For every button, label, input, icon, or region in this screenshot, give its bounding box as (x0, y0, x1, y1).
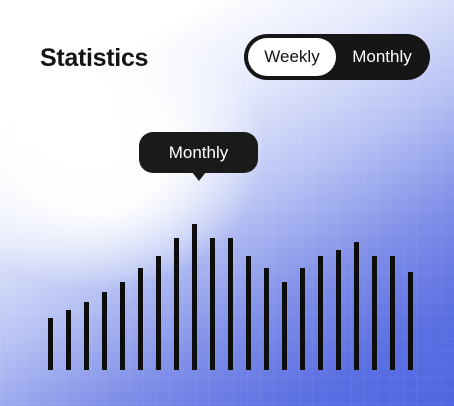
chart-bar (318, 256, 323, 370)
chart-bar (84, 302, 89, 370)
chart-bar (336, 250, 341, 370)
chart-bar (174, 238, 179, 370)
chart-bar (300, 268, 305, 370)
chart-bar (282, 282, 287, 370)
chart-bar (246, 256, 251, 370)
chart-bar (354, 242, 359, 370)
chart-bar (264, 268, 269, 370)
chart-bar (48, 318, 53, 370)
chart-bar (372, 256, 377, 370)
page-title: Statistics (40, 44, 149, 72)
chart-bar (102, 292, 107, 370)
tooltip-pointer (192, 172, 206, 181)
chart-bar (210, 238, 215, 370)
chart-bar (120, 282, 125, 370)
chart-bar (390, 256, 395, 370)
period-toggle[interactable]: Weekly Monthly (244, 34, 430, 80)
chart-tooltip: Monthly (139, 132, 258, 173)
chart-bar (408, 272, 413, 370)
chart-bar (66, 310, 71, 370)
chart-bar (228, 238, 233, 370)
chart-bar (138, 268, 143, 370)
toggle-weekly[interactable]: Weekly (248, 38, 336, 76)
chart-bar (156, 256, 161, 370)
toggle-monthly[interactable]: Monthly (352, 47, 412, 66)
chart-bar (192, 224, 197, 370)
